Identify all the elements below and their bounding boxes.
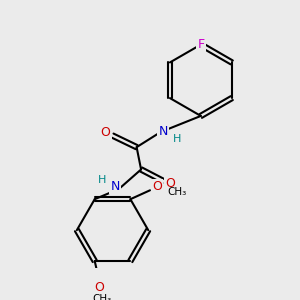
Text: H: H (98, 175, 106, 185)
Text: N: N (159, 125, 168, 139)
Text: CH₃: CH₃ (168, 187, 187, 197)
Text: O: O (100, 126, 110, 140)
Text: F: F (197, 38, 204, 51)
Text: O: O (152, 180, 162, 193)
Text: N: N (110, 180, 120, 193)
Text: H: H (172, 134, 181, 144)
Text: CH₃: CH₃ (92, 294, 112, 300)
Text: O: O (166, 177, 176, 190)
Text: O: O (94, 281, 104, 294)
